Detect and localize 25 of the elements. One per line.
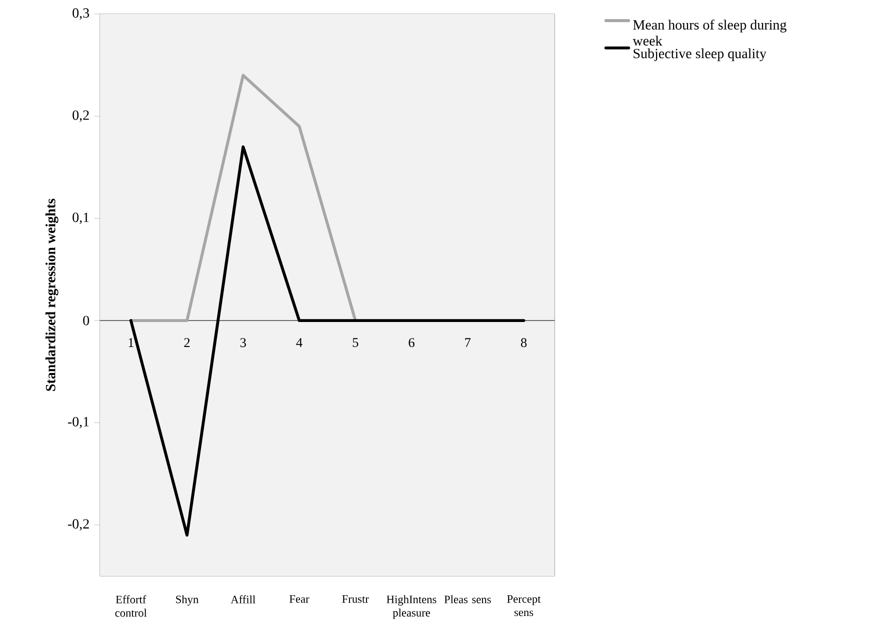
legend-label: Mean hours of sleep during week xyxy=(632,20,786,46)
y-tick-label: 0,2 xyxy=(72,110,89,122)
x-tick-label: Percept sens xyxy=(507,595,541,616)
annotation: 1 xyxy=(128,338,134,347)
y-tick-label: -0,2 xyxy=(68,519,89,531)
annotation: 3 xyxy=(240,338,246,348)
x-tick-label: Pleas sens xyxy=(444,595,491,604)
y-tick-label: -0,1 xyxy=(68,416,89,428)
x-tick-label: Affill xyxy=(230,595,256,604)
x-tick-label: Frustr xyxy=(342,595,369,603)
annotation: 8 xyxy=(520,338,527,348)
annotation: 2 xyxy=(184,338,190,347)
x-tick-label: Effortf control xyxy=(115,595,147,617)
annotation: 6 xyxy=(408,338,414,348)
legend-label: Subjective sleep quality xyxy=(634,48,766,62)
annotation: 7 xyxy=(465,338,471,347)
y-tick-label: 0,3 xyxy=(72,8,90,20)
y-tick-label: 0 xyxy=(83,316,90,326)
y-axis-title: Standardized regression weights xyxy=(45,198,58,391)
annotation: 5 xyxy=(352,338,358,347)
x-tick-label: Fear xyxy=(290,595,310,603)
y-tick-label: 0,1 xyxy=(72,212,89,224)
annotation: 4 xyxy=(296,338,302,347)
x-tick-label: HighIntens pleasure xyxy=(386,595,436,619)
x-tick-label: Shyn xyxy=(176,595,198,606)
